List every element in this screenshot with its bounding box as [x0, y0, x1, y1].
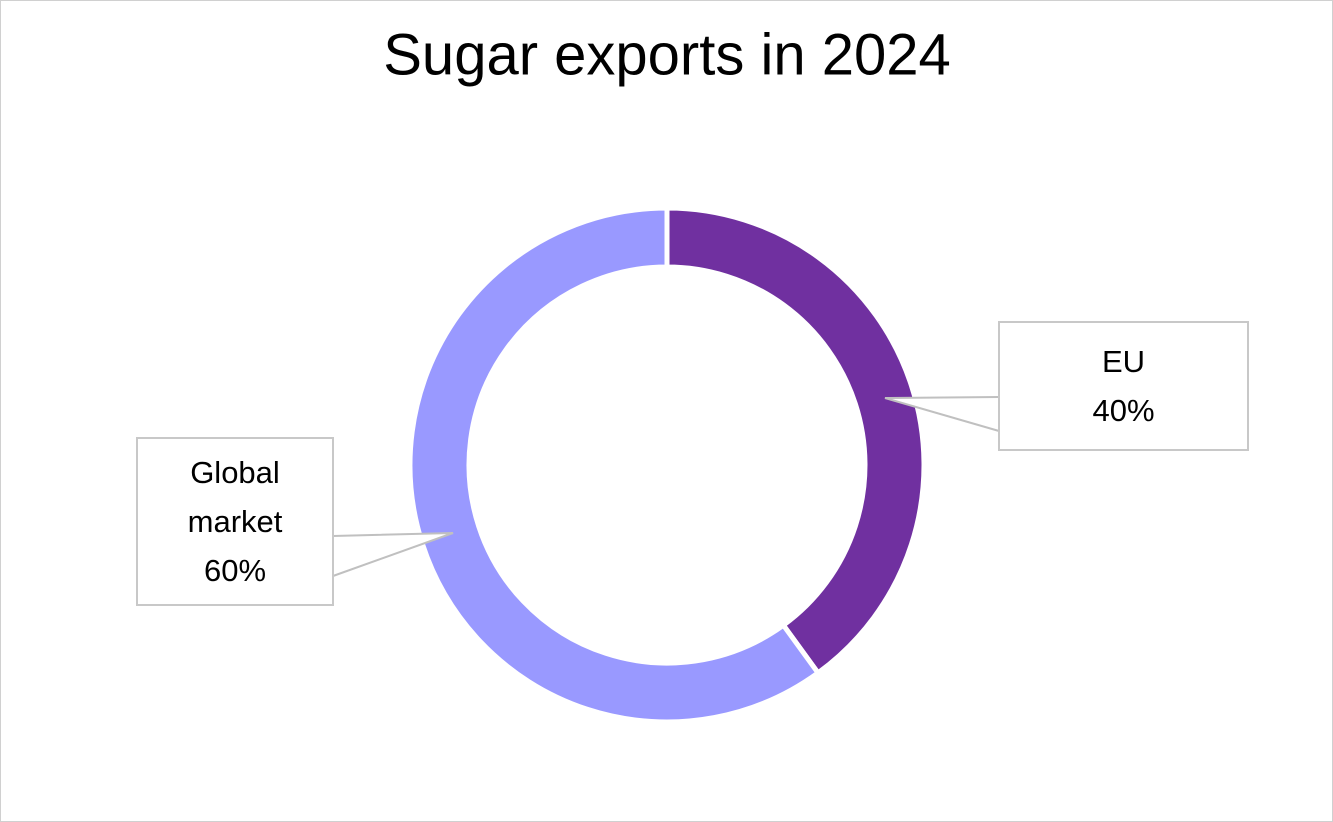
- donut: [407, 205, 927, 725]
- data-label: EU 40%: [998, 321, 1249, 451]
- leader-line: [332, 532, 454, 577]
- value-label: 60%: [203, 553, 267, 588]
- donut-segment: [664, 205, 927, 677]
- category-label: Global market: [187, 455, 283, 539]
- donut-segment: [407, 205, 822, 725]
- chart-title: Sugar exports in 2024: [383, 22, 950, 87]
- value-label: 40%: [1092, 393, 1155, 428]
- category-label: EU: [1101, 344, 1146, 379]
- data-label: Global market 60%: [136, 437, 334, 606]
- leader-line: [884, 396, 1000, 432]
